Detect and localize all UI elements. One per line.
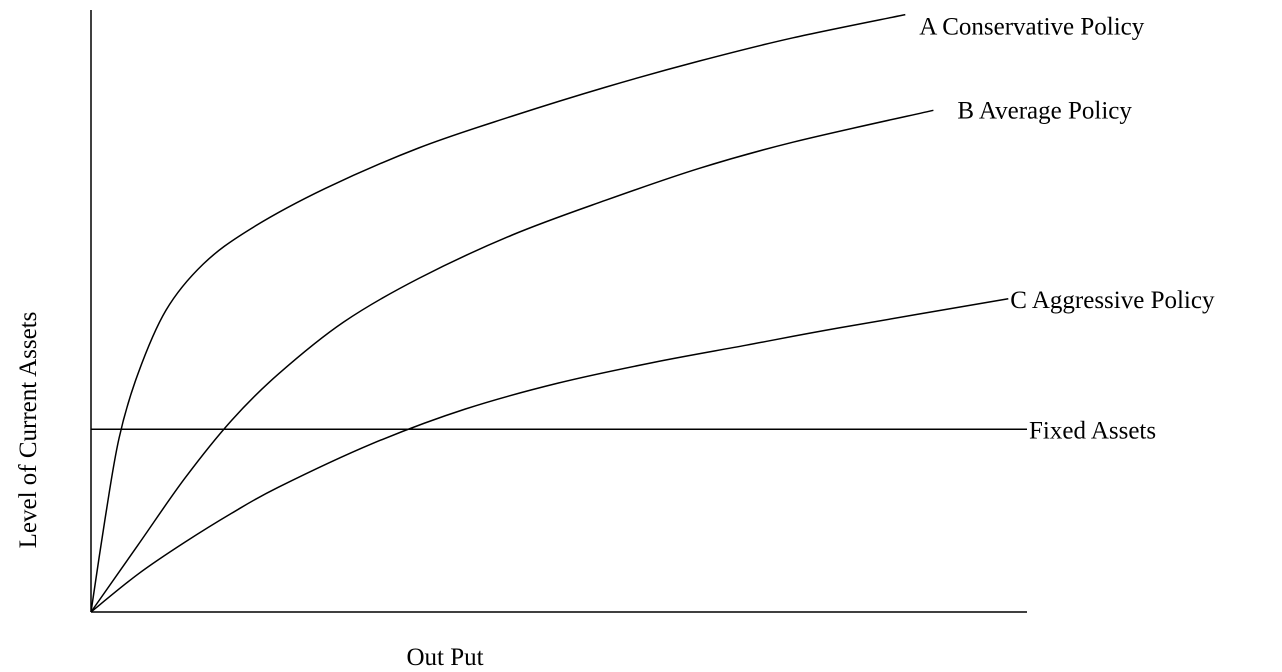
series-label-aggressive-policy: C Aggressive Policy xyxy=(1010,287,1215,314)
series-line-conservative-policy xyxy=(90,13,906,613)
series-line-average-policy xyxy=(90,109,934,613)
series-label-average-policy: B Average Policy xyxy=(957,97,1132,124)
series-layer xyxy=(90,13,1027,613)
series-label-fixed-assets: Fixed Assets xyxy=(1029,417,1156,444)
series-line-aggressive-policy xyxy=(90,298,1009,613)
x-axis-label: Out Put xyxy=(406,644,483,671)
series-labels: A Conservative Policy B Average Policy C A… xyxy=(919,14,1215,445)
series-label-conservative-policy: A Conservative Policy xyxy=(919,14,1144,41)
y-axis-label: Level of Current Assets xyxy=(15,312,42,549)
